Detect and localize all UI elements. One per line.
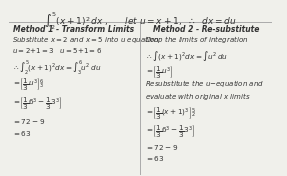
Text: $\it{u{=}2{+}1{=}3} \quad \it{u{=}5{+}1{=}6}$: $\it{u{=}2{+}1{=}3} \quad \it{u{=}5{+}1{… xyxy=(12,46,102,55)
Text: Method 2 - Re-substitute: Method 2 - Re-substitute xyxy=(154,25,260,34)
Text: $\therefore\int_2^5\!(x+1)^2dx = \int_3^6\! u^2\,du$: $\therefore\int_2^5\!(x+1)^2dx = \int_3^… xyxy=(12,59,101,77)
Text: $\therefore\int(x+1)^2dx = \int u^2\,du$: $\therefore\int(x+1)^2dx = \int u^2\,du$ xyxy=(145,49,228,63)
Text: $\int_2^5 (x+1)^2\,dx$ ,      $let\ u=x+1$,  $\therefore$  $dx=du$: $\int_2^5 (x+1)^2\,dx$ , $let\ u=x+1$, $… xyxy=(44,10,236,32)
Text: $=72-9$: $=72-9$ xyxy=(145,143,179,152)
Text: $=\!\left[\dfrac{1}{3}6^3-\dfrac{1}{3}3^3\right]$: $=\!\left[\dfrac{1}{3}6^3-\dfrac{1}{3}3^… xyxy=(12,96,62,112)
Text: $=\!\left[\dfrac{1}{3}u^3\right]_3^6$: $=\!\left[\dfrac{1}{3}u^3\right]_3^6$ xyxy=(12,77,44,93)
Text: $=\!\left[\dfrac{1}{3}(x+1)^3\right]_2^5$: $=\!\left[\dfrac{1}{3}(x+1)^3\right]_2^5… xyxy=(145,105,196,122)
Text: $\it{Drop\ the\ limits\ of\ integration}$: $\it{Drop\ the\ limits\ of\ integration}… xyxy=(145,34,249,45)
Text: $\it{evaluate\ with\ original\ x\ limits}$: $\it{evaluate\ with\ original\ x\ limits… xyxy=(145,91,251,102)
Text: $=63$: $=63$ xyxy=(145,154,165,163)
Text: Method 1 - Transform Limits: Method 1 - Transform Limits xyxy=(13,25,134,34)
Text: $=63$: $=63$ xyxy=(12,129,31,138)
Text: $\it{Resubstitute\ the\ u{-}equation\ and}$: $\it{Resubstitute\ the\ u{-}equation\ an… xyxy=(145,78,264,89)
Text: $=\!\left[\dfrac{1}{3}6^3-\dfrac{1}{3}3^3\right]$: $=\!\left[\dfrac{1}{3}6^3-\dfrac{1}{3}3^… xyxy=(145,124,196,140)
Text: $=72-9$: $=72-9$ xyxy=(12,117,45,126)
Text: $\it{Substitute\ x{=}2\ and\ x{=}5\ into\ u\ equation}$: $\it{Substitute\ x{=}2\ and\ x{=}5\ into… xyxy=(12,34,159,45)
Text: $=\!\left[\dfrac{1}{3}u^3\right]$: $=\!\left[\dfrac{1}{3}u^3\right]$ xyxy=(145,65,173,81)
